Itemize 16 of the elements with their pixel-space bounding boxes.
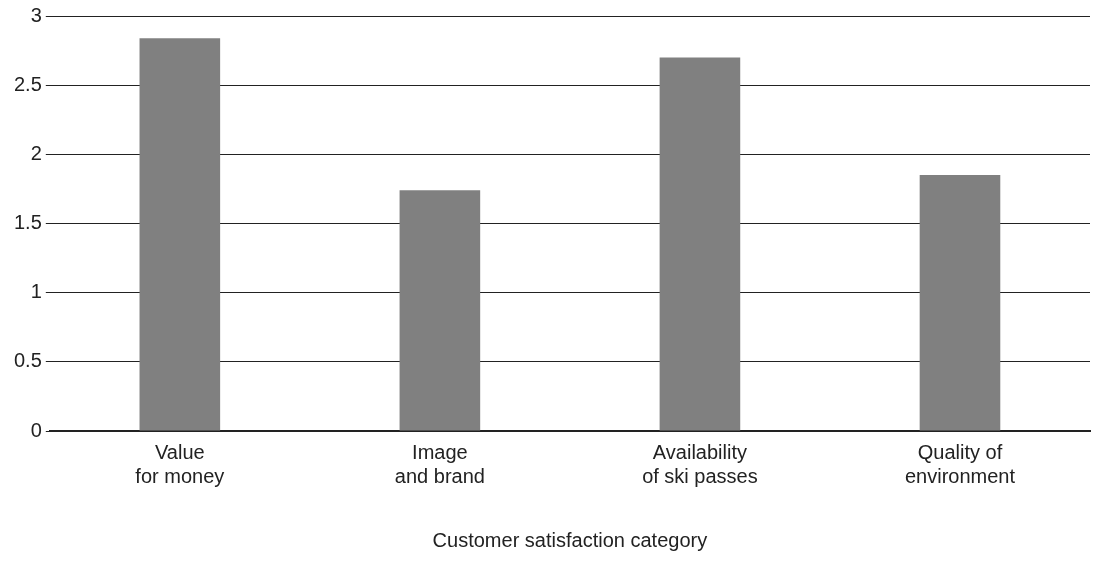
y-tick-label: 1.5: [13, 211, 42, 234]
y-tick-label: 2: [30, 141, 42, 164]
bar: [399, 190, 481, 431]
bar: [659, 57, 741, 431]
x-tick-label: Value for money: [135, 440, 225, 487]
bar: [919, 175, 1001, 431]
y-tick-label: 0: [30, 418, 42, 441]
x-tick-label: Quality of environment: [904, 440, 1016, 487]
y-tick-label: 0.5: [13, 349, 42, 372]
x-axis-title: Customer satisfaction category: [432, 528, 708, 551]
x-tick-label: Availability of ski passes: [642, 440, 758, 487]
x-tick-label: Image and brand: [394, 440, 485, 487]
bar: [139, 38, 221, 431]
y-tick-label: 1: [30, 280, 42, 303]
y-tick-label: 3: [30, 3, 42, 26]
y-tick-label: 2.5: [13, 72, 42, 95]
